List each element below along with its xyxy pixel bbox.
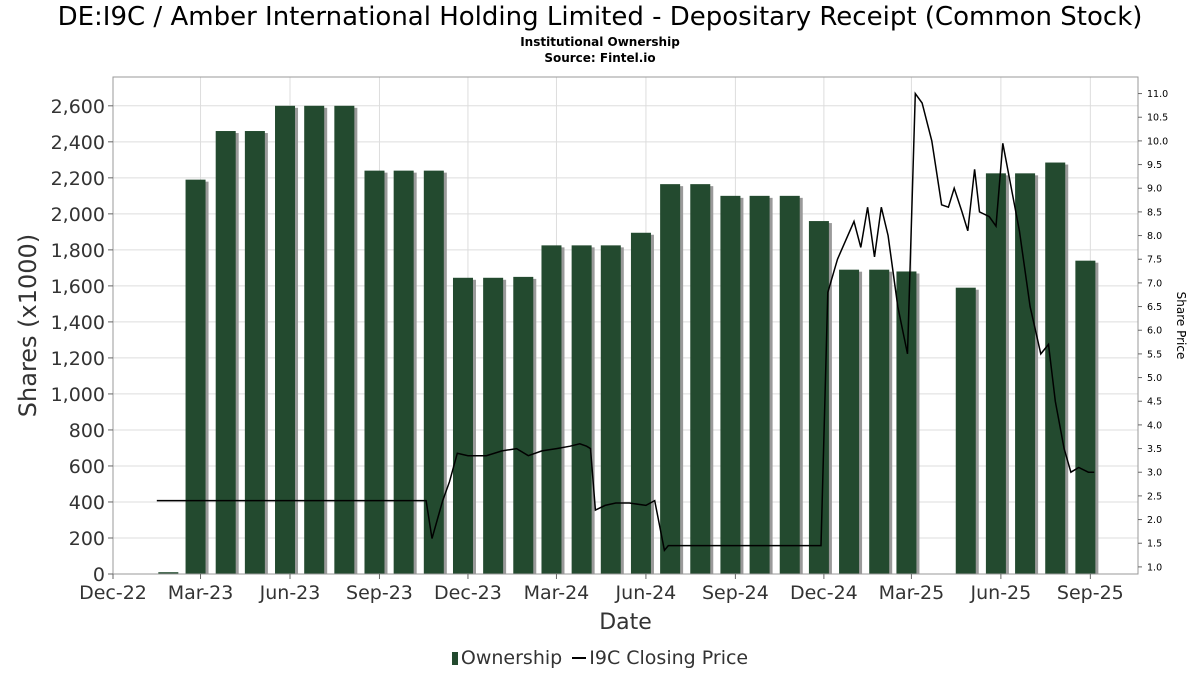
chart-subtitle: Institutional Ownership	[520, 35, 680, 49]
ownership-bar	[571, 245, 592, 575]
y2-tick-label: 8.5	[1147, 207, 1162, 218]
ownership-bar	[630, 232, 651, 574]
y-tick-label: 1,800	[51, 240, 105, 262]
ownership-bar	[779, 195, 800, 574]
x-tick-label: Mar-23	[168, 582, 234, 604]
x-tick-label: Sep-23	[346, 582, 413, 604]
ownership-bar	[215, 131, 236, 575]
y2-tick-label: 1.5	[1147, 539, 1162, 550]
ownership-bar	[185, 179, 206, 575]
y2-tick-label: 6.0	[1147, 326, 1162, 337]
plot-frame	[112, 76, 1139, 575]
y2-tick-label: 3.5	[1147, 444, 1162, 455]
y-axis-label: Shares (x1000)	[14, 234, 42, 417]
y2-tick-label: 5.0	[1147, 373, 1162, 384]
y2-tick-label: 8.0	[1147, 231, 1162, 242]
y2-tick-label: 10.5	[1147, 113, 1168, 124]
chart-source: Source: Fintel.io	[544, 51, 656, 65]
legend-price-label: I9C Closing Price	[589, 647, 749, 669]
y2-axis-label: Share Price	[1174, 292, 1188, 360]
ownership-bar	[513, 276, 534, 574]
ownership-bar	[839, 269, 860, 574]
y2-tick-label: 3.0	[1147, 468, 1162, 479]
y2-tick-label: 2.0	[1147, 515, 1162, 526]
price-line	[156, 91, 1095, 552]
ownership-bar	[1045, 162, 1066, 574]
ownership-bar	[690, 184, 711, 574]
ownership-bar	[334, 105, 355, 575]
legend-bar-swatch	[451, 652, 458, 665]
y-tick-label: 2,600	[51, 96, 105, 118]
y-tick-label: 0	[93, 564, 105, 586]
ownership-bar	[955, 287, 976, 574]
legend-item-ownership: Ownership	[451, 647, 563, 669]
legend-item-price: I9C Closing Price	[572, 647, 748, 669]
y2-tick-label: 10.0	[1147, 136, 1168, 147]
y2-tick-label: 4.5	[1147, 397, 1162, 408]
legend: Ownership I9C Closing Price	[0, 647, 1200, 669]
x-tick-label: Dec-24	[790, 582, 858, 604]
y-tick-label: 1,000	[51, 384, 105, 406]
chart-title: DE:I9C / Amber International Holding Lim…	[57, 2, 1143, 32]
ownership-bar	[304, 105, 325, 575]
ownership-bar	[600, 245, 621, 575]
ownership-bar	[660, 184, 681, 574]
y2-tick-label: 7.0	[1147, 278, 1162, 289]
x-tick-label: Jun-24	[615, 582, 677, 604]
y2-tick-label: 4.0	[1147, 420, 1162, 431]
y2-tick-label: 1.0	[1147, 562, 1162, 573]
x-tick-label: Jun-23	[259, 582, 321, 604]
x-axis-label: Date	[599, 610, 652, 635]
ownership-bar	[1075, 260, 1096, 574]
y2-tick-label: 9.0	[1147, 184, 1162, 195]
y-tick-label: 800	[69, 420, 105, 442]
y-tick-label: 200	[69, 528, 105, 550]
y-tick-label: 2,000	[51, 204, 105, 226]
legend-ownership-label: Ownership	[460, 647, 563, 669]
y-tick-label: 600	[69, 456, 105, 478]
ownership-chart: 0 200 400 600 800 1,000 1,200 1,400 1,600 1,800 2,…	[14, 76, 1188, 635]
ownership-bar	[158, 572, 179, 574]
ownership-bar	[244, 131, 265, 575]
x-tick-label: Jun-25	[970, 582, 1032, 604]
ownership-bar	[364, 170, 385, 574]
y-tick-label: 1,200	[51, 348, 105, 370]
ownership-bar	[808, 221, 829, 574]
y2-tick-label: 11.0	[1147, 89, 1168, 100]
y2-tick-label: 9.5	[1147, 160, 1162, 171]
y2-tick-label: 6.5	[1147, 302, 1162, 313]
ownership-bar	[869, 269, 890, 574]
x-tick-label: Mar-25	[879, 582, 945, 604]
y-tick-label: 2,400	[51, 132, 105, 154]
legend-line-swatch	[572, 657, 587, 659]
ownership-bar	[896, 271, 917, 574]
x-tick-label: Mar-24	[524, 582, 590, 604]
y-tick-label: 1,400	[51, 312, 105, 334]
ownership-bar	[749, 195, 770, 574]
y2-tick-label: 2.5	[1147, 491, 1162, 502]
ownership-bar	[541, 245, 562, 575]
ownership-bar	[985, 173, 1006, 574]
ownership-bar	[275, 105, 296, 575]
ownership-bar	[423, 170, 444, 574]
y-tick-label: 2,200	[51, 168, 105, 190]
ownership-bar	[393, 170, 414, 574]
y-tick-label: 400	[69, 492, 105, 514]
ownership-bar	[1015, 173, 1036, 574]
ownership-bar	[452, 277, 473, 574]
y2-tick-label: 7.5	[1147, 255, 1162, 266]
ownership-bar	[483, 277, 504, 574]
y-tick-label: 1,600	[51, 276, 105, 298]
x-tick-label: Sep-24	[702, 582, 769, 604]
x-tick-label: Dec-22	[79, 582, 147, 604]
x-tick-label: Sep-25	[1057, 582, 1124, 604]
y2-tick-label: 5.5	[1147, 349, 1162, 360]
ownership-bar	[720, 195, 741, 574]
x-tick-label: Dec-23	[434, 582, 502, 604]
